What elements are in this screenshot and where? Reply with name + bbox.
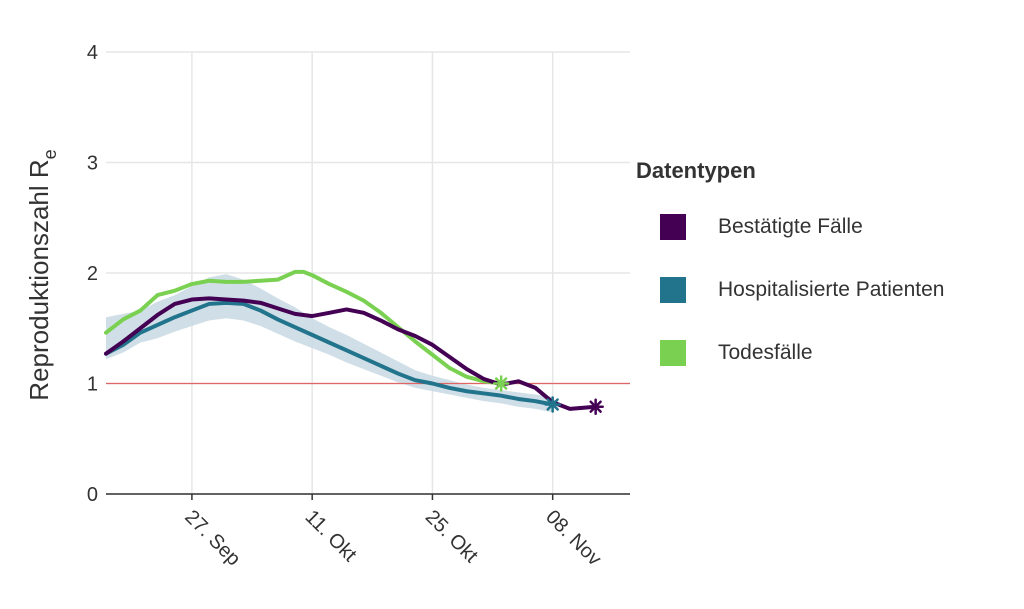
y-tick-label: 1	[87, 374, 98, 396]
legend-item-hospitalized-patients: Hospitalisierte Patienten	[636, 269, 944, 311]
y-tick-label: 2	[87, 263, 98, 285]
legend-key-hospitalized-patients	[660, 277, 686, 303]
legend-label: Hospitalisierte Patienten	[718, 278, 945, 301]
x-tick-label: 08. Nov	[541, 506, 605, 570]
legend-label: Todesfälle	[718, 341, 813, 364]
end-marker-2	[492, 375, 510, 392]
legend-key-confirmed-cases	[660, 214, 686, 240]
series-line-1	[104, 300, 555, 407]
series-line-2	[104, 269, 504, 386]
legend-key-deaths	[660, 340, 686, 366]
axes	[106, 493, 630, 500]
x-tick-labels: 27. Sep 11. Okt 25. Okt 08. Nov	[180, 506, 605, 570]
y-axis-title: Reproduktionszahl Re	[24, 149, 60, 400]
x-tick-label: 25. Okt	[421, 506, 482, 567]
legend: Datentypen Bestätigte Fälle Hospitalisie…	[636, 158, 944, 395]
legend-label: Bestätigte Fälle	[718, 215, 863, 238]
legend-title: Datentypen	[636, 158, 756, 183]
y-tick-label: 0	[87, 484, 98, 506]
end-markers	[492, 375, 604, 415]
x-tick-label: 27. Sep	[180, 506, 244, 570]
legend-item-deaths: Todesfälle	[636, 332, 944, 374]
end-marker-0	[587, 398, 604, 415]
end-marker-1	[544, 396, 561, 413]
legend-item-confirmed-cases: Bestätigte Fälle	[636, 206, 944, 248]
x-tick-label: 11. Okt	[301, 506, 361, 566]
y-tick-label: 3	[87, 153, 98, 175]
grid	[106, 51, 630, 495]
y-tick-labels: 0 1 2 3 4	[87, 42, 98, 506]
y-tick-label: 4	[87, 42, 98, 64]
